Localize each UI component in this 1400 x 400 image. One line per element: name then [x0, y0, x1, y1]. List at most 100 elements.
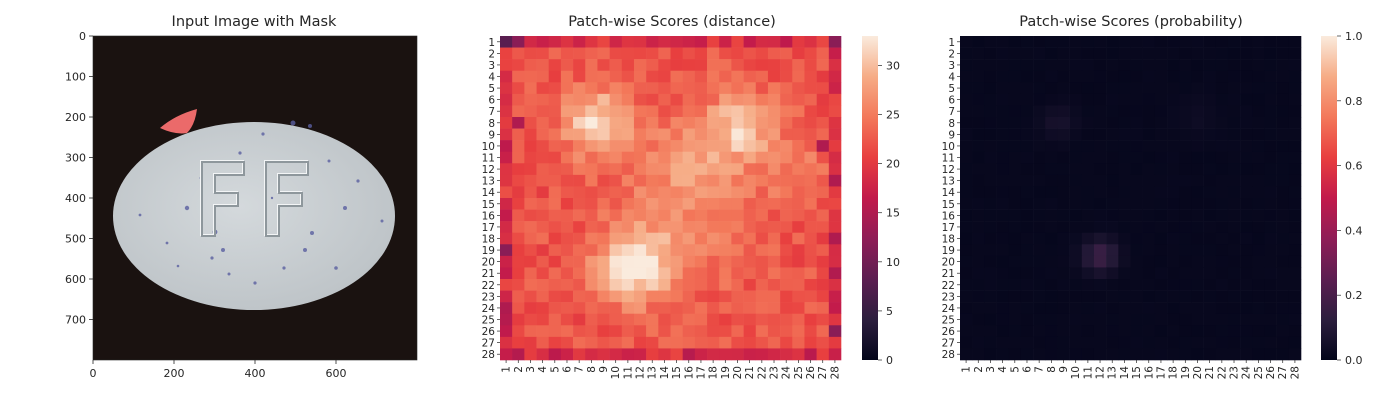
- heatmap-cell: [828, 186, 842, 199]
- heatmap-cell: [1033, 140, 1046, 153]
- heatmap-cell: [548, 70, 562, 83]
- x-tick-label: 1: [501, 366, 513, 373]
- heatmap-cell: [1264, 290, 1277, 303]
- heatmap-cell: [694, 117, 708, 129]
- heatmap-cell: [1264, 140, 1277, 153]
- heatmap-cell: [1020, 244, 1034, 257]
- heatmap-cell: [719, 128, 732, 141]
- heatmap-cell: [767, 290, 781, 303]
- heatmap-cell: [621, 348, 635, 361]
- heatmap-cell: [1057, 140, 1070, 153]
- panel2-title: Patch-wise Scores (distance): [568, 14, 776, 30]
- x-tick-label: 16: [1143, 366, 1155, 380]
- x-tick-label: 4: [997, 366, 1009, 373]
- heatmap-cell: [1069, 105, 1083, 118]
- heatmap-cell: [960, 128, 973, 141]
- heatmap-cell: [1215, 198, 1229, 210]
- heatmap-cell: [1033, 82, 1046, 95]
- heatmap-cell: [1069, 198, 1083, 210]
- heatmap-cell: [960, 36, 973, 48]
- heatmap-cell: [1203, 348, 1217, 361]
- heatmap-cell: [682, 70, 696, 83]
- heatmap-cell: [1154, 128, 1168, 141]
- heatmap-cell: [1045, 36, 1058, 48]
- heatmap-cell: [658, 128, 671, 141]
- heatmap-cell: [960, 313, 973, 326]
- heatmap-cell: [1154, 140, 1168, 153]
- heatmap-cell: [1057, 59, 1070, 72]
- heatmap-cell: [1081, 163, 1095, 176]
- heatmap-cell: [536, 36, 550, 48]
- heatmap-cell: [767, 348, 781, 361]
- heatmap-cell: [1252, 140, 1265, 153]
- heatmap-cell: [972, 151, 985, 164]
- heatmap-cell: [755, 325, 769, 338]
- heatmap-cell: [828, 47, 842, 60]
- heatmap-cell: [1081, 325, 1095, 338]
- heatmap-cell: [996, 336, 1010, 349]
- heatmap-cell: [828, 128, 842, 141]
- heatmap-cell: [1215, 290, 1229, 303]
- heatmap-cell: [682, 105, 696, 118]
- heatmap-cell: [1191, 302, 1204, 315]
- heatmap-cell: [719, 36, 732, 48]
- heatmap-cell: [743, 209, 757, 222]
- heatmap-cell: [500, 209, 513, 222]
- x-tick-label: 28: [1289, 366, 1301, 379]
- x-tick-label: 3: [985, 366, 997, 373]
- heatmap-cell: [1215, 348, 1229, 361]
- heatmap-cell: [1191, 336, 1204, 349]
- heatmap-cell: [1191, 47, 1204, 60]
- heatmap-cell: [1093, 151, 1107, 164]
- heatmap-cell: [755, 348, 769, 361]
- heatmap-cell: [1215, 313, 1229, 326]
- heatmap-cell: [1106, 336, 1119, 349]
- heatmap-cell: [731, 59, 744, 72]
- colorbar-tick-label: 0.8: [1345, 95, 1363, 108]
- heatmap-cell: [512, 70, 525, 83]
- heatmap-cell: [707, 255, 720, 268]
- heatmap-cell: [682, 325, 696, 338]
- y-tick-label: 28: [942, 349, 955, 361]
- heatmap-cell: [960, 244, 973, 257]
- heatmap-cell: [536, 163, 550, 176]
- heatmap-cell: [633, 128, 647, 141]
- heatmap-cell: [1288, 290, 1302, 303]
- heatmap-cell: [1167, 325, 1180, 338]
- heatmap-cell: [1252, 59, 1265, 72]
- heatmap-cell: [996, 128, 1010, 141]
- heatmap-cell: [560, 186, 574, 199]
- heatmap-cell: [633, 36, 647, 48]
- heatmap-cell: [1093, 336, 1107, 349]
- heatmap-cell: [1288, 70, 1302, 83]
- x-tick-label: 12: [635, 366, 647, 379]
- heatmap-cell: [524, 244, 537, 257]
- heatmap-cell: [1069, 117, 1083, 129]
- heatmap-cell: [682, 140, 696, 153]
- heatmap-cell: [1057, 313, 1070, 326]
- heatmap-cell: [1215, 279, 1229, 291]
- heatmap-cell: [1093, 93, 1107, 106]
- heatmap-cell: [1081, 336, 1095, 349]
- heatmap-cell: [828, 117, 842, 129]
- heatmap-cell: [694, 93, 708, 106]
- heatmap-cell: [1033, 117, 1046, 129]
- heatmap-cell: [780, 255, 793, 268]
- heatmap-cell: [996, 290, 1010, 303]
- heatmap-cell: [1045, 140, 1058, 153]
- heatmap-cell: [536, 232, 550, 245]
- heatmap-cell: [1045, 105, 1058, 118]
- heatmap-cell: [1227, 59, 1241, 72]
- heatmap-cell: [1154, 70, 1168, 83]
- heatmap-cell: [694, 128, 708, 141]
- heatmap-cell: [1264, 336, 1277, 349]
- heatmap-cell: [1203, 151, 1217, 164]
- heatmap-cell: [804, 348, 817, 361]
- heatmap-cell: [1118, 82, 1131, 95]
- heatmap-cell: [658, 255, 671, 268]
- heatmap-cell: [560, 151, 574, 164]
- heatmap-cell: [1033, 198, 1046, 210]
- heatmap-cell: [1118, 244, 1131, 257]
- heatmap-cell: [694, 70, 708, 83]
